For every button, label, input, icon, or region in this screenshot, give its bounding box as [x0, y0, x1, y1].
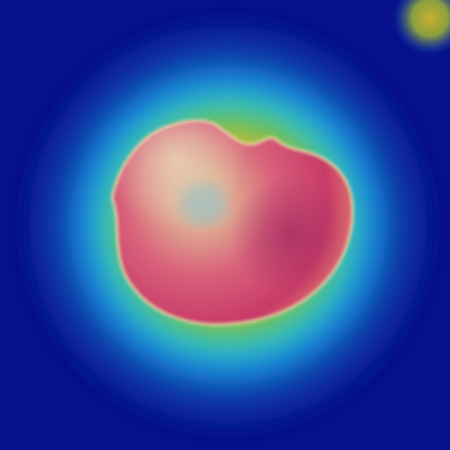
object-highlight [112, 120, 353, 325]
corner-hotspot [380, 0, 450, 60]
object-blob [110, 119, 354, 327]
object-center-spot [183, 185, 227, 225]
